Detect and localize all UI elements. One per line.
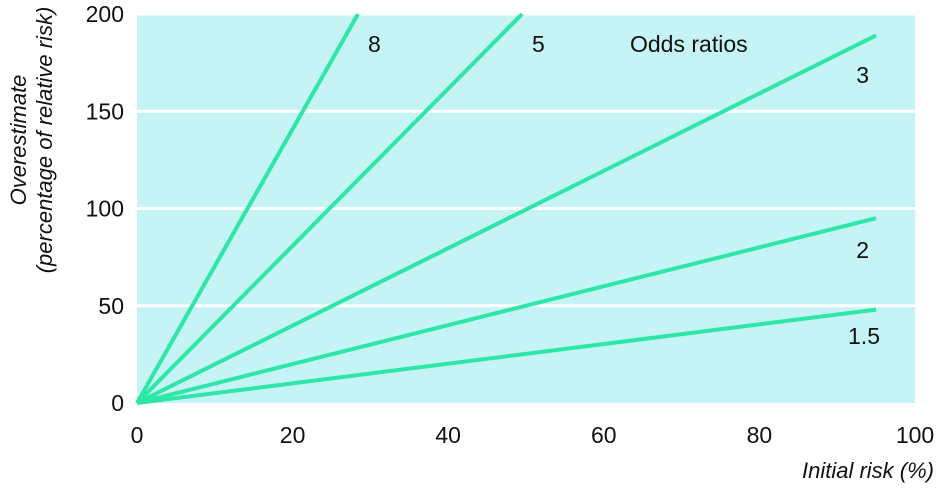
series-label-1-5: 1.5 bbox=[848, 323, 880, 349]
x-tick-label: 80 bbox=[747, 422, 773, 448]
y-tick-label: 150 bbox=[86, 98, 124, 124]
y-tick-label: 50 bbox=[98, 293, 124, 319]
series-labels: 8 5 3 2 1.5 bbox=[368, 31, 880, 349]
series-label-2: 2 bbox=[856, 237, 869, 263]
y-tick-label: 0 bbox=[111, 390, 124, 416]
y-tick-label: 200 bbox=[86, 1, 124, 27]
y-axis-label: Overestimate (percentage of relative ris… bbox=[6, 7, 57, 274]
x-tick-label: 0 bbox=[131, 422, 144, 448]
series-lines bbox=[135, 12, 877, 405]
y-axis-label-line1: Overestimate bbox=[6, 75, 31, 206]
series-line-8 bbox=[135, 13, 360, 404]
x-tick-label: 60 bbox=[591, 422, 617, 448]
x-tick-labels: 0 20 40 60 80 100 bbox=[131, 422, 935, 448]
series-label-8: 8 bbox=[368, 31, 381, 57]
y-axis-label-line2: (percentage of relative risk) bbox=[32, 7, 57, 274]
series-line-1-5 bbox=[136, 307, 877, 405]
y-tick-label: 100 bbox=[86, 196, 124, 222]
series-label-5: 5 bbox=[532, 31, 545, 57]
y-tick-labels: 0 50 100 150 200 bbox=[86, 1, 124, 416]
x-tick-label: 100 bbox=[896, 422, 934, 448]
series-label-3: 3 bbox=[856, 62, 869, 88]
series-line-5 bbox=[135, 12, 524, 405]
legend-title: Odds ratios bbox=[630, 31, 748, 57]
x-tick-label: 40 bbox=[435, 422, 461, 448]
series-line-2 bbox=[136, 216, 877, 405]
series-line-3 bbox=[136, 33, 877, 405]
x-axis-label: Initial risk (%) bbox=[802, 458, 934, 483]
x-tick-label: 20 bbox=[280, 422, 306, 448]
